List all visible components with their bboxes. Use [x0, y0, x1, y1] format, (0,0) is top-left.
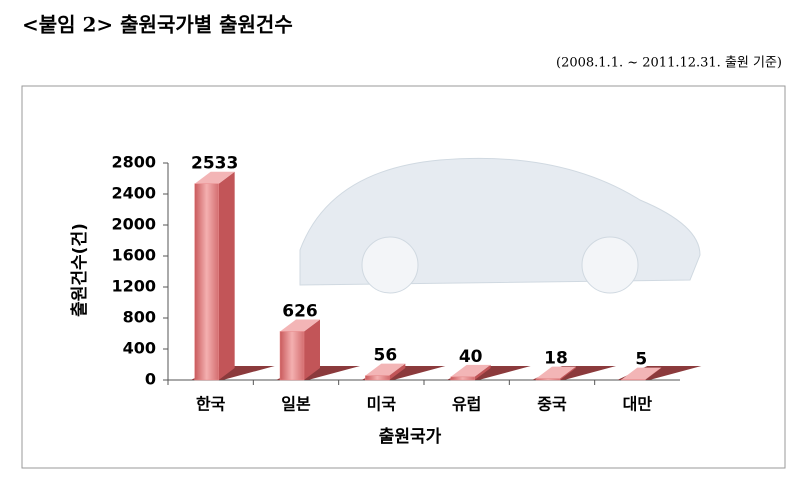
- title: <붙임 2> 출원국가별 출원건수: [22, 13, 293, 37]
- bar-side: [219, 172, 235, 380]
- y-tick-label: 1200: [111, 277, 156, 296]
- y-tick-label: 1600: [111, 246, 156, 265]
- bar: [365, 376, 389, 380]
- value-label: 5: [635, 350, 647, 370]
- x-tick-label: 일본: [281, 395, 311, 414]
- x-tick-label: 미국: [367, 395, 397, 414]
- y-tick-label: 400: [123, 339, 156, 358]
- x-tick-label: 대만: [623, 395, 653, 414]
- x-tick-label: 유럽: [452, 395, 481, 414]
- x-axis-title: 출원국가: [379, 427, 442, 447]
- y-tick-label: 800: [123, 308, 156, 327]
- y-tick-label: 2000: [111, 215, 156, 234]
- bar: [451, 377, 475, 380]
- value-label: 40: [459, 347, 483, 367]
- value-label: 18: [544, 349, 568, 369]
- subtitle: (2008.1.1. ~ 2011.12.31. 출원 기준): [556, 56, 782, 71]
- x-tick-label: 한국: [196, 395, 226, 414]
- y-tick-label: 0: [145, 370, 156, 389]
- bar: [280, 331, 304, 380]
- value-label: 2533: [191, 154, 238, 174]
- y-tick-label: 2400: [111, 184, 156, 203]
- bar: [536, 379, 560, 380]
- value-label: 626: [282, 301, 318, 321]
- value-label: 56: [373, 346, 397, 366]
- bar: [195, 184, 219, 380]
- y-tick-label: 2800: [111, 153, 156, 172]
- x-tick-label: 중국: [537, 395, 567, 414]
- y-axis-title: 출원건수(건): [70, 223, 90, 317]
